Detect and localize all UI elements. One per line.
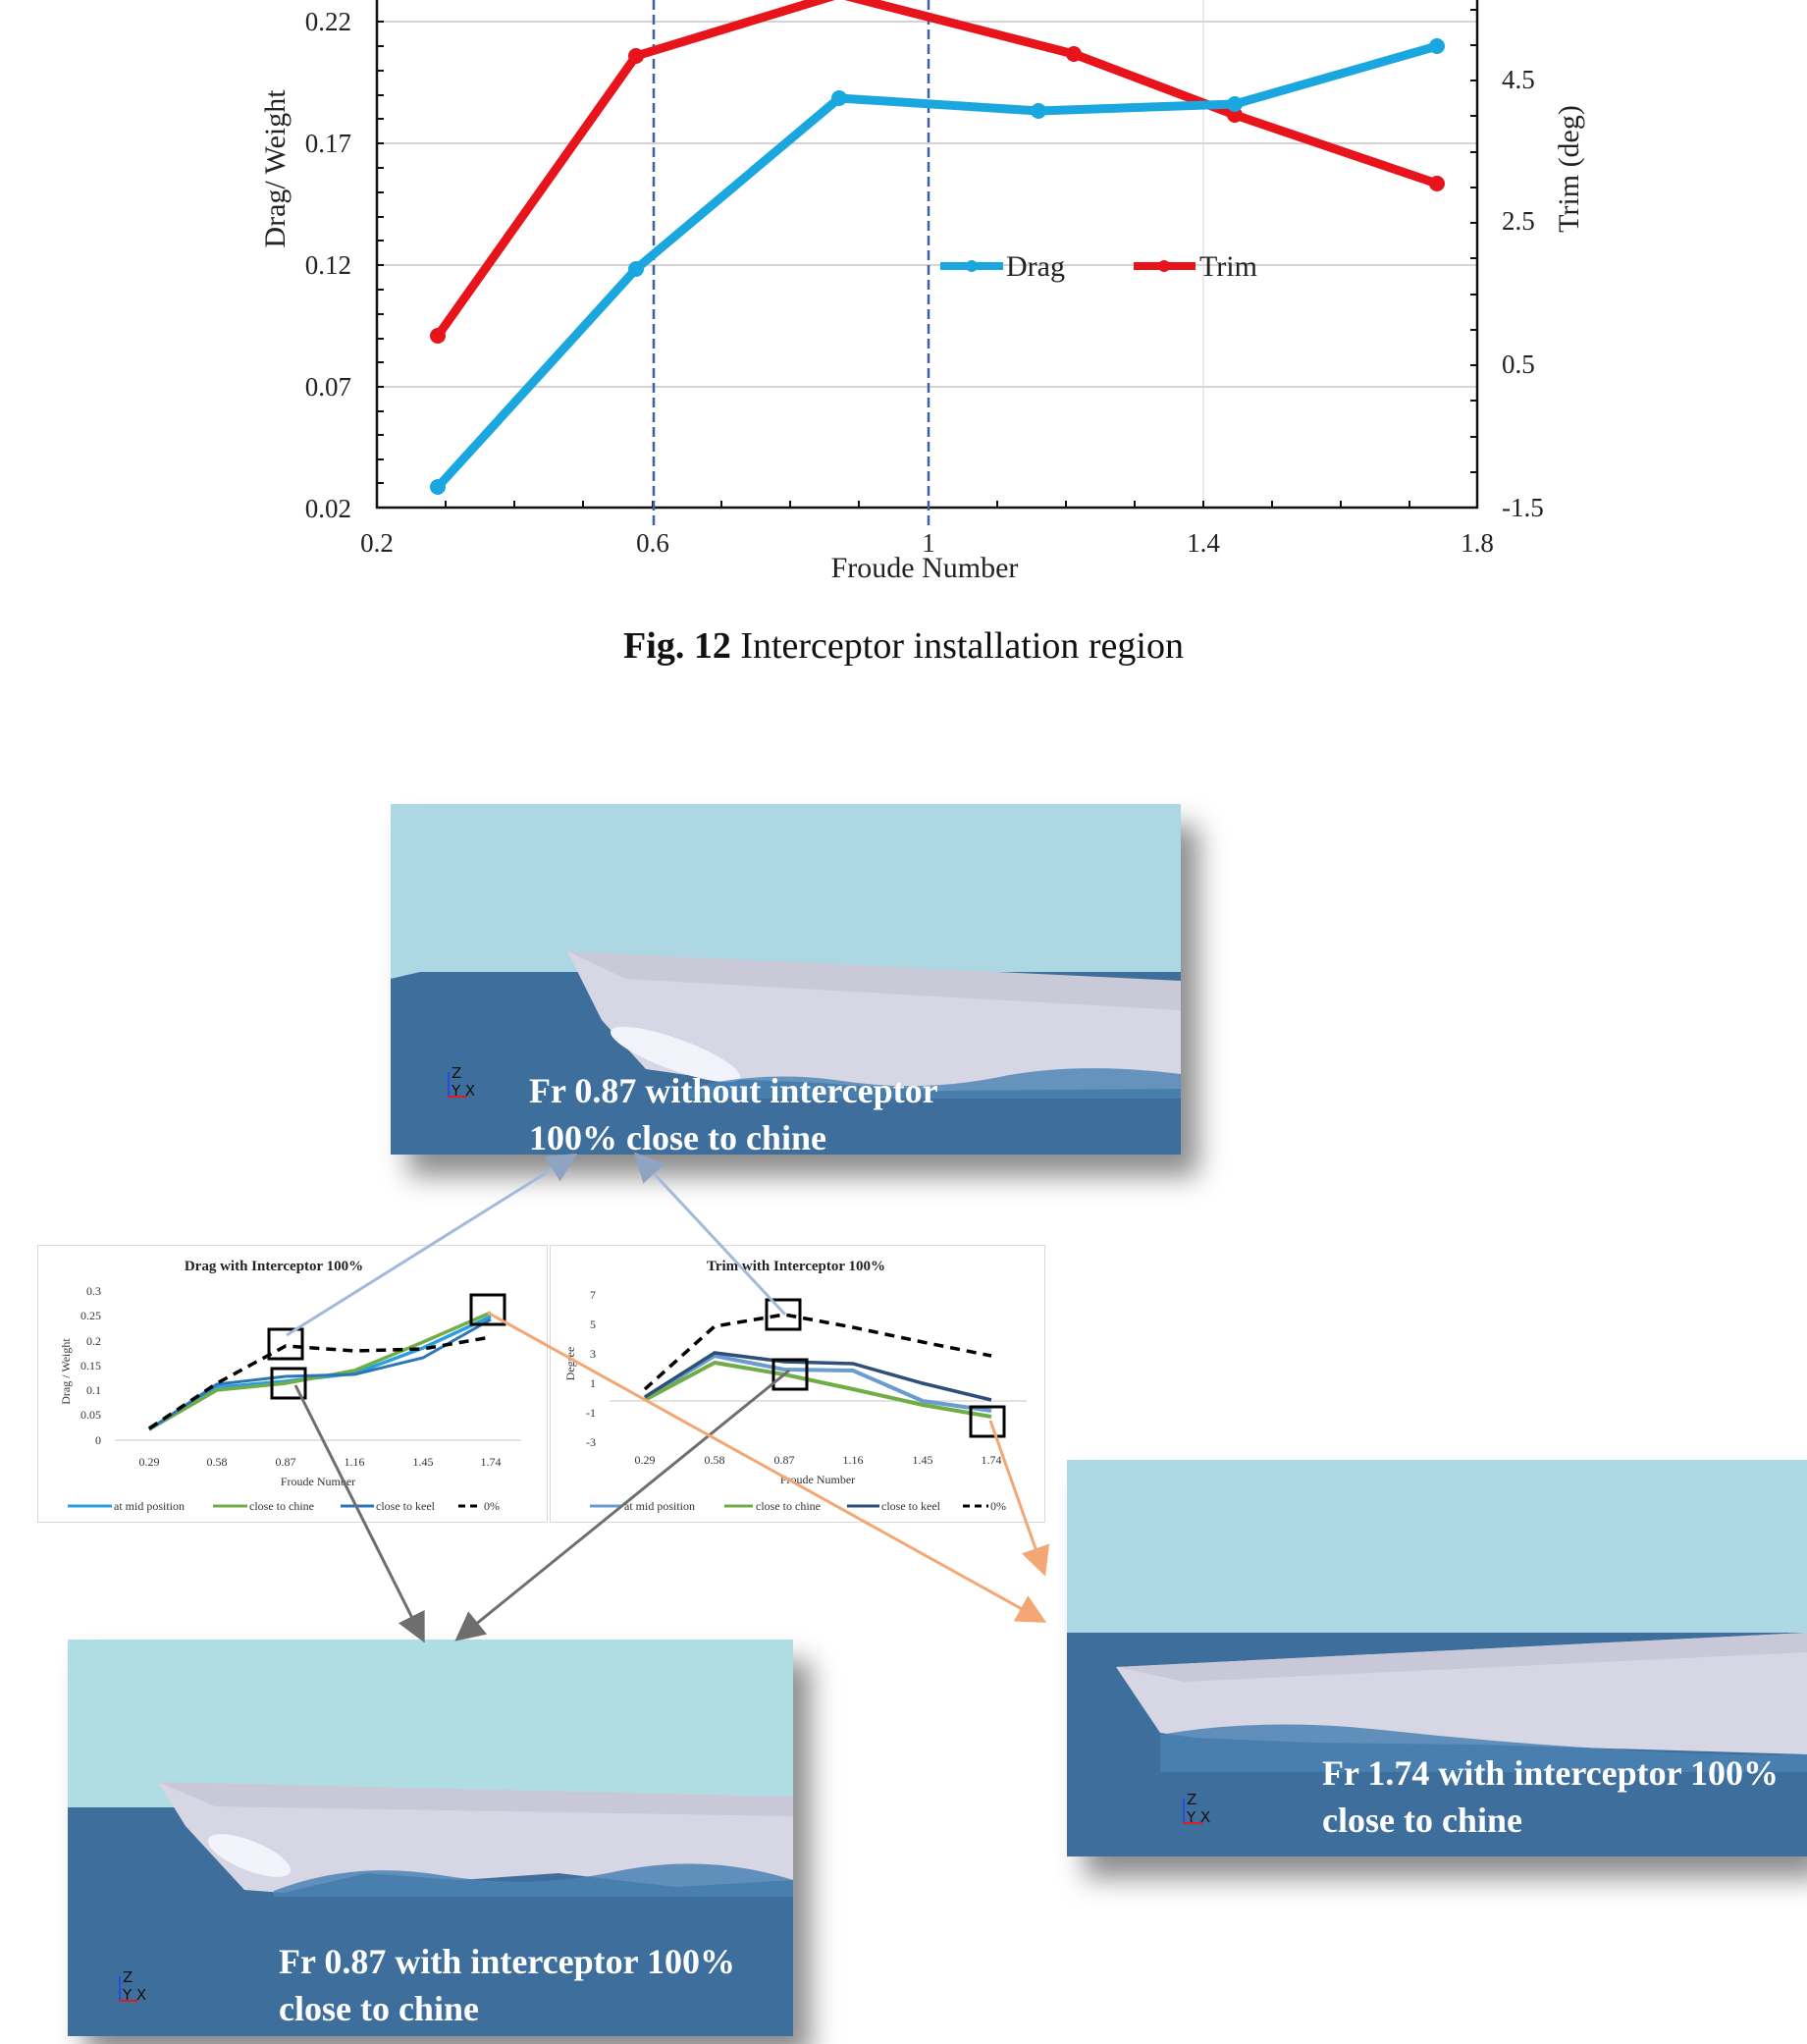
boat-right-label-line2: close to chine [1322,1801,1522,1840]
svg-text:0.12: 0.12 [305,250,351,280]
boat-right-label: Fr 1.74 with interceptor 100% close to c… [1322,1749,1779,1844]
chart-legend: Drag Trim [940,250,1257,283]
figure-caption-text: Interceptor installation region [730,625,1184,667]
drag-highlight-boxes [267,1293,506,1400]
trim-series-line [434,0,1439,339]
svg-text:1.4: 1.4 [1187,528,1220,558]
svg-text:-3: -3 [586,1435,596,1449]
svg-text:0.2: 0.2 [86,1334,101,1348]
svg-text:0.2: 0.2 [360,528,394,558]
svg-text:1.16: 1.16 [843,1453,864,1467]
boat-render-bottom-left: Z Y X Fr 0.87 with interceptor 100% clos… [68,1640,793,2036]
main-chart: Drag Trim 0.22 0.17 0.12 0.07 0.02 4.5 2… [259,0,1585,584]
svg-text:0.87: 0.87 [276,1455,296,1469]
trim-mini-ylabel: Degree [563,1347,577,1381]
boat-render-top: Z Y X Fr 0.87 without interceptor 100% c… [391,804,1181,1155]
drag-series-line [434,41,1439,491]
left-axis-title: Drag/ Weight [259,89,292,248]
svg-text:4.5: 4.5 [1502,65,1535,94]
svg-text:0.25: 0.25 [80,1309,101,1322]
svg-text:0.29: 0.29 [635,1453,656,1467]
x-axis-title: Froude Number [831,552,1019,584]
hull-scene [391,804,1181,1155]
drag-mini-legend: at mid position close to chine close to … [68,1499,500,1513]
axes [375,0,1479,510]
svg-text:0.87: 0.87 [774,1453,795,1467]
drag-mini-xlabel: Froude Number [281,1475,355,1488]
boat-render-right: Z Y X Fr 1.74 with interceptor 100% clos… [1067,1460,1807,1856]
svg-text:5: 5 [590,1318,596,1331]
left-axis-labels: 0.22 0.17 0.12 0.07 0.02 [305,7,351,523]
svg-text:0.05: 0.05 [80,1408,101,1422]
figure-caption: Fig. 12 Interceptor installation region [0,624,1807,668]
svg-text:2.5: 2.5 [1502,206,1535,236]
drag-markers [430,38,1445,495]
svg-text:close to keel: close to keel [376,1499,436,1513]
boat-bottom-left-label-line2: close to chine [279,1989,479,2028]
boat-top-label-line1: Fr 0.87 without interceptor [529,1071,938,1110]
trim-mini-chart: Trim with Interceptor 100% 7 5 3 1 -1 -3… [550,1245,1045,1523]
hull-scene [68,1640,793,2036]
svg-text:-1: -1 [586,1406,596,1420]
drag-mini-xticks: 0.29 0.58 0.87 1.16 1.45 1.74 [139,1455,502,1469]
svg-text:at mid position: at mid position [624,1499,695,1513]
svg-text:-1.5: -1.5 [1502,493,1544,522]
trim-mini-xlabel: Froude Number [780,1473,855,1486]
svg-text:0.6: 0.6 [636,528,669,558]
boat-top-label-line2: 100% close to chine [529,1118,826,1155]
drag-mini-chart: Drag with Interceptor 100% 0.3 0.25 0.2 … [37,1245,548,1523]
drag-mini-yticks: 0.3 0.25 0.2 0.15 0.1 0.05 0 [80,1284,101,1447]
right-axis-title: Trim (deg) [1553,105,1585,233]
svg-text:0.58: 0.58 [207,1455,228,1469]
boat-top-label: Fr 0.87 without interceptor 100% close t… [529,1067,938,1155]
svg-text:0.02: 0.02 [305,494,351,523]
right-ticks [1470,9,1477,473]
boat-right-label-line1: Fr 1.74 with interceptor 100% [1322,1753,1779,1793]
svg-text:0.5: 0.5 [1502,350,1535,379]
boat-bottom-left-label: Fr 0.87 with interceptor 100% close to c… [279,1938,735,2032]
svg-text:close to chine: close to chine [249,1499,314,1513]
drag-mini-ylabel: Drag / Weight [59,1338,73,1405]
legend-drag-label: Drag [1006,250,1065,283]
svg-text:0.3: 0.3 [86,1284,101,1298]
svg-text:close to keel: close to keel [881,1499,941,1513]
svg-text:0: 0 [95,1433,101,1447]
right-axis-labels: 4.5 2.5 0.5 -1.5 [1502,65,1544,522]
hull-scene [1067,1460,1807,1856]
gridlines [377,0,1477,508]
svg-text:0.07: 0.07 [305,372,351,402]
legend-trim-label: Trim [1199,250,1257,283]
svg-text:0%: 0% [484,1499,500,1513]
svg-text:0.58: 0.58 [705,1453,725,1467]
drag-mini-title: Drag with Interceptor 100% [185,1259,363,1274]
svg-text:7: 7 [590,1288,596,1302]
svg-text:1.74: 1.74 [481,1455,502,1469]
svg-text:0.22: 0.22 [305,7,351,36]
svg-text:0%: 0% [990,1499,1006,1513]
svg-text:0.1: 0.1 [86,1383,101,1397]
svg-text:1.74: 1.74 [982,1453,1002,1467]
trim-mini-title: Trim with Interceptor 100% [707,1259,885,1274]
svg-text:0.15: 0.15 [80,1359,101,1372]
figure-caption-label: Fig. 12 [623,625,731,667]
region-marker-lines [652,0,930,525]
trim-mini-xticks: 0.29 0.58 0.87 1.16 1.45 1.74 [635,1453,1002,1467]
svg-text:1: 1 [922,528,935,558]
svg-text:at mid position: at mid position [114,1499,185,1513]
svg-text:3: 3 [590,1347,596,1361]
svg-text:1: 1 [590,1376,596,1390]
svg-text:1.45: 1.45 [413,1455,434,1469]
svg-text:0.17: 0.17 [305,129,351,158]
trim-mini-yticks: 7 5 3 1 -1 -3 [586,1288,596,1449]
boat-bottom-left-label-line1: Fr 0.87 with interceptor 100% [279,1942,735,1981]
trim-mini-legend: at mid position close to chine close to … [590,1499,1006,1513]
x-axis-labels: 0.2 0.6 1 1.4 1.8 [360,528,1494,558]
svg-text:1.8: 1.8 [1461,528,1494,558]
svg-text:1.16: 1.16 [345,1455,365,1469]
trim-markers [430,46,1445,344]
svg-text:0.29: 0.29 [139,1455,160,1469]
svg-text:close to chine: close to chine [756,1499,821,1513]
left-ticks [377,21,384,484]
svg-text:1.45: 1.45 [913,1453,933,1467]
